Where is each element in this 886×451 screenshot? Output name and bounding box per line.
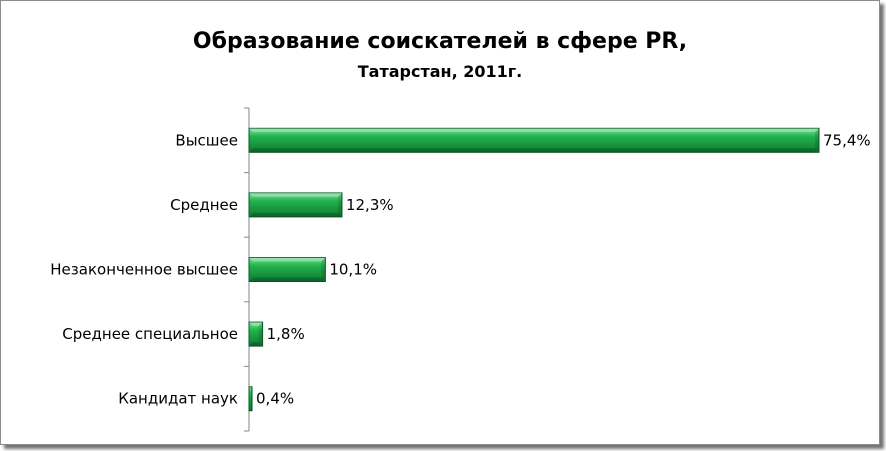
- data-label: 12,3%: [346, 196, 394, 214]
- category-label: Незаконченное высшее: [50, 261, 238, 279]
- bar: [248, 257, 326, 282]
- data-label: 1,8%: [267, 325, 305, 343]
- data-label: 0,4%: [256, 390, 294, 408]
- data-label: 10,1%: [329, 261, 377, 279]
- bar: [248, 127, 820, 153]
- category-label: Высшее: [175, 131, 238, 149]
- category-label: Кандидат наук: [118, 390, 238, 408]
- bar: [248, 321, 264, 347]
- data-label: 75,4%: [823, 131, 871, 149]
- bar: [248, 386, 253, 412]
- bar-chart: Образование соискателей в сфере PR, Тата…: [50, 29, 871, 432]
- bar: [248, 192, 343, 218]
- category-label: Среднее: [170, 196, 238, 214]
- chart-subtitle: Татарстан, 2011г.: [358, 62, 522, 81]
- chart-title: Образование соискателей в сфере PR,: [193, 29, 687, 54]
- category-label: Среднее специальное: [62, 325, 238, 343]
